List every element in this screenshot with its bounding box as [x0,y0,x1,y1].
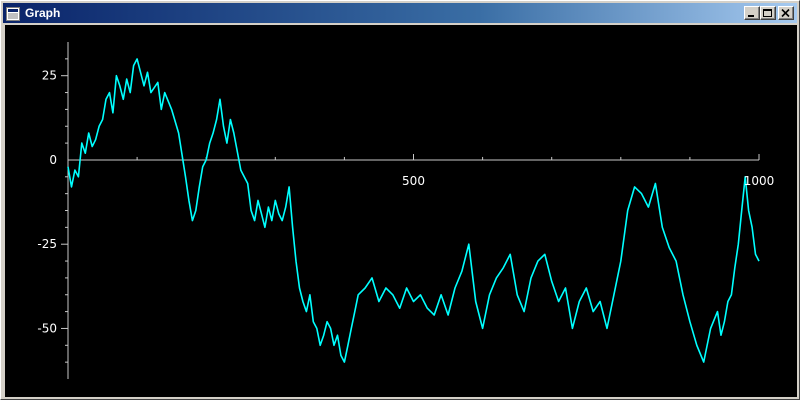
series-line [67,58,760,363]
maximize-button[interactable] [760,6,776,20]
minimize-button[interactable] [744,6,760,20]
chart-tick-labels: 25 0 -25 -50 500 1000 [37,69,774,336]
x-tick-label: 1000 [744,174,775,188]
graph-area: 25 0 -25 -50 500 1000 [5,25,797,397]
close-button[interactable] [778,6,794,20]
y-tick-label: -25 [37,237,57,251]
x-tick-label: 500 [402,174,425,188]
y-tick-label: 25 [42,69,57,83]
title-bar[interactable]: Graph [3,3,797,23]
y-tick-label: -50 [37,321,57,335]
minimize-icon [748,15,754,17]
chart-axes [67,42,759,379]
line-chart: 25 0 -25 -50 500 1000 [37,42,774,379]
window-app-icon[interactable] [6,6,20,21]
close-icon [781,9,790,18]
maximize-icon [763,9,772,17]
chart-series [67,58,760,363]
window-title: Graph [25,6,61,20]
chart-ticks [61,58,760,363]
y-tick-label: 0 [49,153,57,167]
